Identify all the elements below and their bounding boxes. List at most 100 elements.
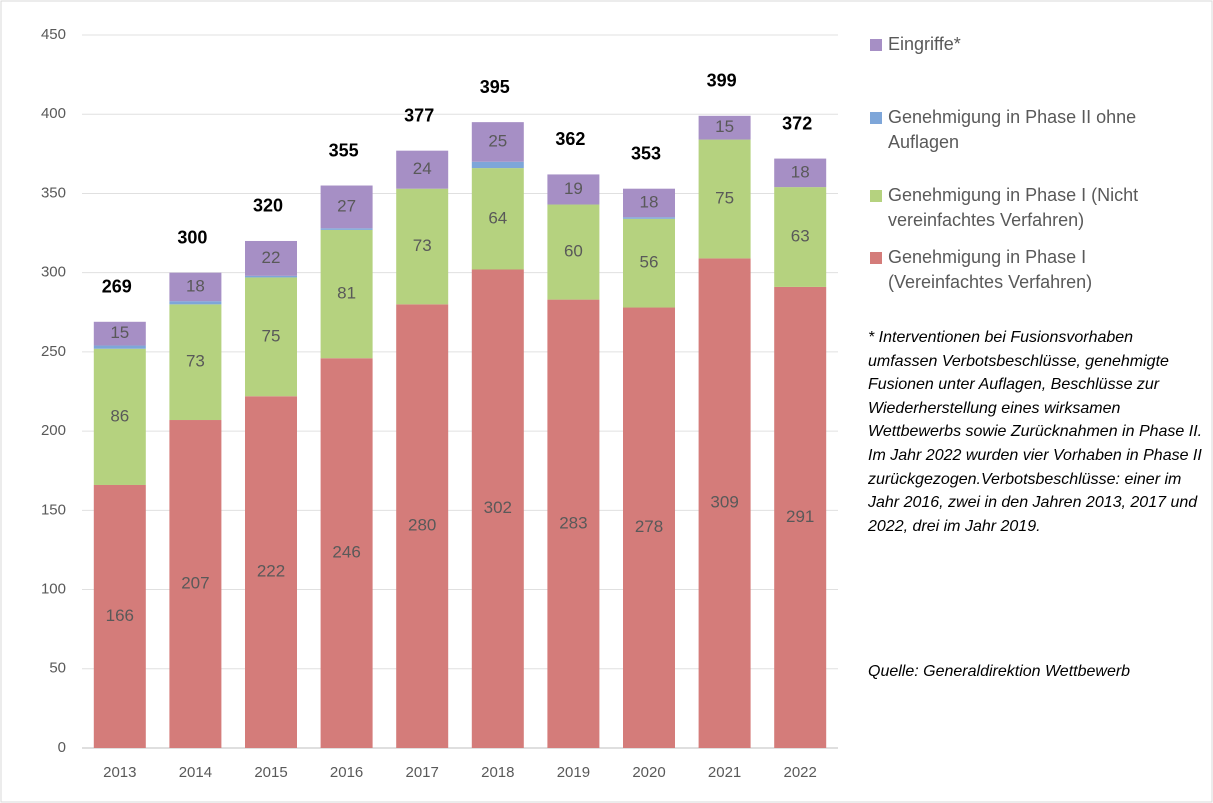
total-label: 269: [102, 277, 132, 297]
bar-segment: [471, 168, 524, 270]
x-tick-label: 2017: [406, 764, 439, 781]
data-label: 22: [262, 248, 281, 267]
data-label: 63: [791, 227, 810, 246]
legend-swatch: [870, 190, 882, 202]
data-label: 291: [786, 507, 814, 526]
bar-segment: [169, 301, 222, 305]
bar-segment: [245, 275, 297, 278]
bar-segment: [471, 122, 524, 162]
bar-segment: [774, 158, 827, 188]
data-label: 207: [181, 573, 209, 592]
legend-label: Eingriffe*: [888, 34, 961, 54]
bar-segment: [245, 277, 297, 397]
total-label: 353: [631, 143, 661, 163]
data-label: 64: [488, 208, 507, 227]
y-tick-label: 100: [41, 581, 66, 598]
legend-label: Genehmigung in Phase II ohne Auflagen: [888, 107, 1137, 152]
legend-swatch: [870, 112, 882, 124]
bar-segment: [396, 150, 449, 189]
bar-segment: [698, 139, 751, 259]
data-label: 75: [715, 188, 734, 207]
bar-segment: [471, 269, 524, 748]
total-label: 395: [480, 77, 510, 97]
data-label: 81: [337, 284, 356, 303]
bar-segment: [623, 188, 675, 218]
bar-segment: [93, 321, 146, 346]
y-tick-label: 300: [41, 264, 66, 281]
total-label: 399: [707, 71, 737, 91]
x-tick-label: 2021: [708, 764, 741, 781]
data-label: 86: [110, 406, 129, 425]
total-label: 362: [555, 129, 585, 149]
total-label: 377: [404, 105, 434, 125]
data-label: 309: [710, 493, 738, 512]
data-label: 27: [337, 196, 356, 215]
data-label: 302: [484, 498, 512, 517]
data-label: 19: [564, 179, 583, 198]
bar-segment: [396, 188, 449, 305]
data-label: 24: [413, 159, 432, 178]
data-label: 18: [791, 162, 810, 181]
bar-segment: [320, 229, 373, 359]
bar-segment: [698, 115, 751, 140]
x-tick-label: 2020: [632, 764, 665, 781]
bar-segment: [698, 258, 751, 748]
y-tick-label: 150: [41, 501, 66, 518]
bar-segment: [396, 304, 449, 748]
data-label: 73: [413, 236, 432, 255]
y-tick-label: 400: [41, 105, 66, 122]
legend-item: Genehmigung in Phase I (Nicht vereinfach…: [870, 183, 1213, 233]
bar-segment: [169, 420, 222, 748]
bar-segment: [93, 348, 146, 485]
data-label: 75: [262, 326, 281, 345]
x-tick-label: 2016: [330, 764, 363, 781]
data-label: 222: [257, 562, 285, 581]
bar-segment: [245, 396, 297, 748]
source: Quelle: Generaldirektion Wettbewerb: [868, 663, 1131, 680]
data-label: 15: [715, 117, 734, 136]
bar-segment: [547, 204, 600, 300]
y-tick-label: 450: [41, 26, 66, 43]
data-label: 18: [640, 192, 659, 211]
y-tick-label: 50: [49, 660, 66, 677]
x-tick-label: 2014: [179, 764, 212, 781]
x-tick-label: 2018: [481, 764, 514, 781]
x-tick-label: 2015: [254, 764, 287, 781]
legend-label: Genehmigung in Phase I (Nicht vereinfach…: [888, 185, 1139, 230]
legend-label: Genehmigung in Phase I (Vereinfachtes Ve…: [888, 247, 1093, 292]
y-tick-label: 200: [41, 422, 66, 439]
legend-item: Genehmigung in Phase II ohne Auflagen: [870, 105, 1213, 155]
bar-segment: [93, 484, 146, 748]
bar-segment: [623, 307, 675, 748]
legend-item: Eingriffe*: [870, 32, 1213, 57]
y-tick-label: 0: [58, 739, 66, 756]
total-label: 355: [329, 140, 359, 160]
data-label: 56: [640, 253, 659, 272]
bar-segment: [547, 174, 600, 205]
data-label: 18: [186, 276, 205, 295]
bar-segment: [320, 358, 373, 748]
data-label: 166: [106, 606, 134, 625]
total-label: 300: [177, 227, 207, 247]
bar-segment: [547, 299, 600, 748]
legend-item: Genehmigung in Phase I (Vereinfachtes Ve…: [870, 245, 1213, 295]
bar-segment: [320, 185, 373, 229]
data-label: 25: [488, 131, 507, 150]
y-tick-label: 250: [41, 343, 66, 360]
data-label: 73: [186, 352, 205, 371]
bar-segment: [93, 345, 146, 349]
total-label: 320: [253, 196, 283, 216]
bar-segment: [623, 218, 675, 308]
bar-segment: [471, 161, 524, 169]
x-tick-label: 2013: [103, 764, 136, 781]
data-label: 278: [635, 517, 663, 536]
bar-segment: [320, 228, 373, 230]
bar-segment: [774, 286, 827, 748]
data-label: 15: [110, 323, 129, 342]
legend-swatch: [870, 252, 882, 264]
bar-segment: [774, 187, 827, 287]
bar-segment: [245, 240, 297, 276]
